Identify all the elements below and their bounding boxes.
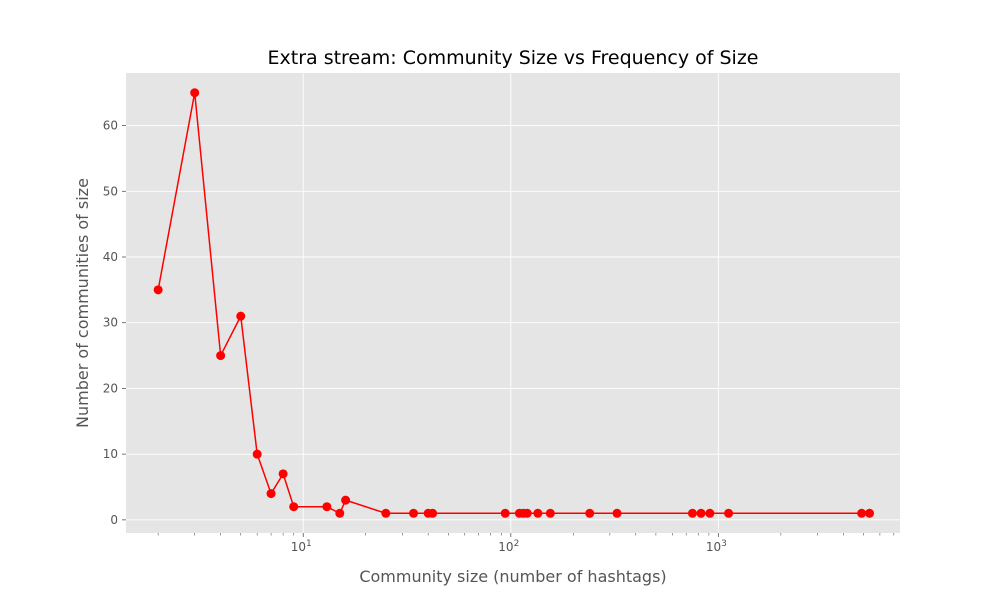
data-point: [335, 508, 345, 518]
data-point: [341, 495, 351, 505]
data-point: [533, 508, 543, 518]
axis-ticks: 0 10 20 30 40 50 60 101 102 103: [103, 119, 895, 554]
y-tick-label: 50: [103, 184, 118, 198]
data-point: [865, 508, 875, 518]
y-tick-label: 20: [103, 381, 118, 395]
data-point: [428, 508, 438, 518]
data-point: [252, 449, 262, 459]
y-tick-label: 60: [103, 119, 118, 133]
data-point: [216, 351, 226, 361]
x-axis-label: Community size (number of hashtags): [359, 567, 666, 586]
data-point: [322, 502, 332, 512]
y-tick-label: 40: [103, 250, 118, 264]
data-point: [278, 469, 288, 479]
data-point: [190, 88, 200, 98]
data-point: [381, 508, 391, 518]
data-point: [236, 311, 246, 321]
x-tick-label: 102: [498, 539, 519, 554]
y-axis-label: Number of communities of size: [73, 178, 92, 428]
data-point: [585, 508, 595, 518]
data-point: [724, 508, 734, 518]
x-tick-label: 101: [291, 539, 312, 554]
data-point: [612, 508, 622, 518]
data-point: [289, 502, 299, 512]
data-point: [522, 508, 532, 518]
series-layer: [153, 88, 875, 518]
data-point: [705, 508, 715, 518]
plot-area: [126, 73, 900, 533]
data-point: [696, 508, 706, 518]
y-tick-label: 0: [110, 513, 118, 527]
y-tick-label: 10: [103, 447, 118, 461]
data-point: [266, 489, 276, 499]
data-point: [857, 508, 867, 518]
data-point: [409, 508, 419, 518]
data-point: [153, 285, 163, 295]
data-point: [545, 508, 555, 518]
chart-title: Extra stream: Community Size vs Frequenc…: [268, 47, 759, 69]
data-point: [500, 508, 510, 518]
x-tick-label: 103: [706, 539, 727, 554]
y-tick-label: 30: [103, 316, 118, 330]
data-point: [687, 508, 697, 518]
